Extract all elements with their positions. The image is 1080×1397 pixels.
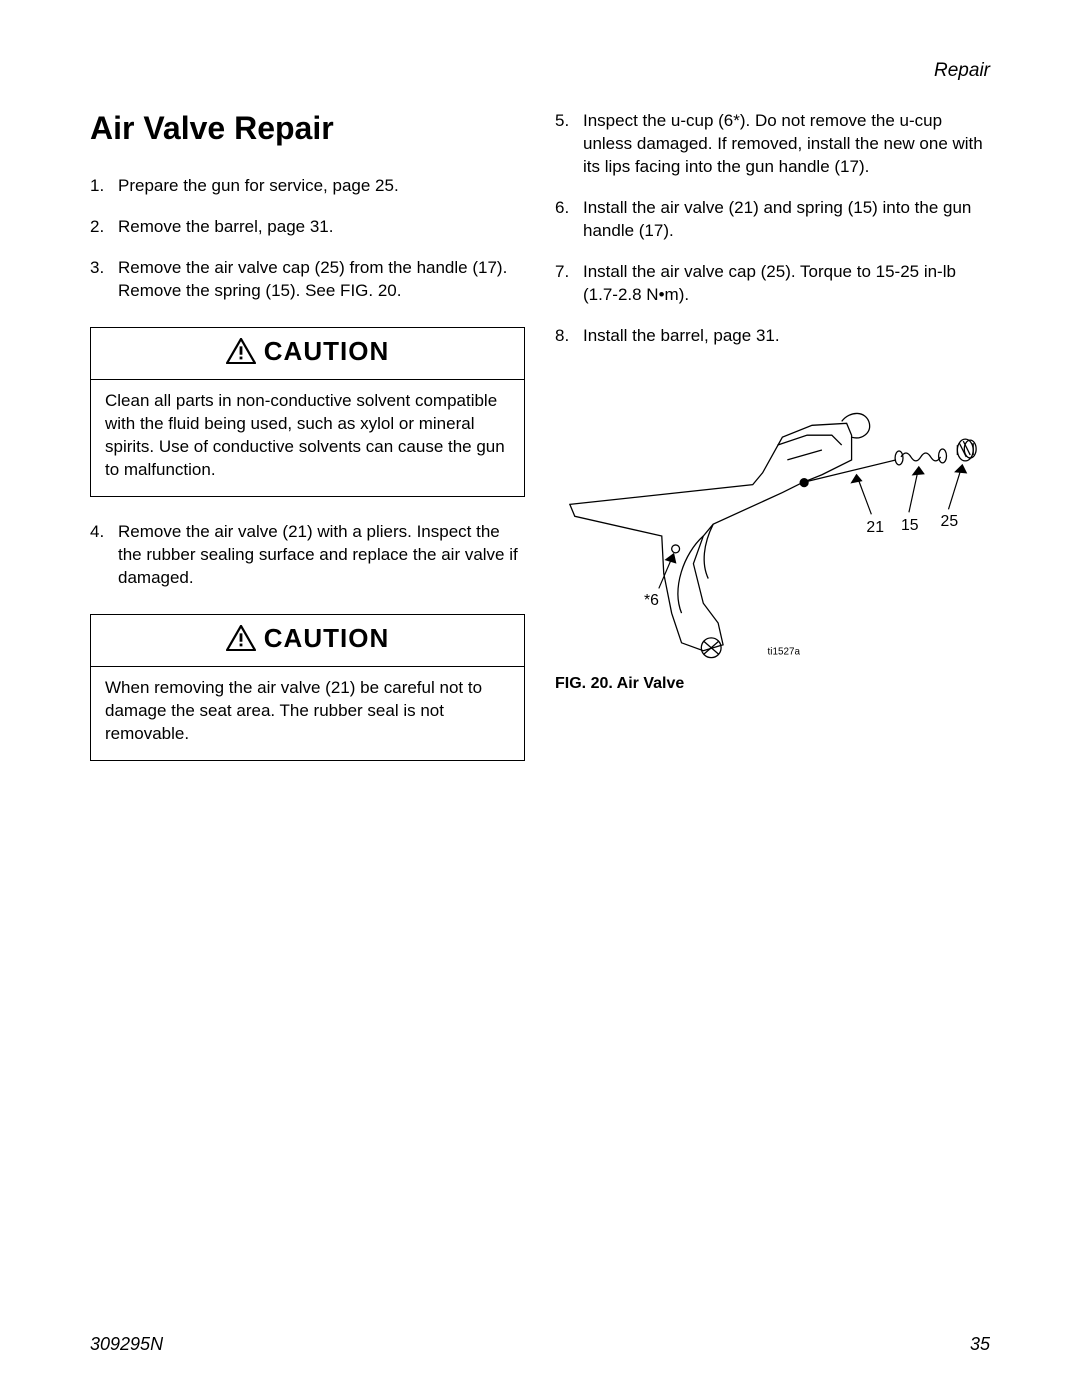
step-item: 2. Remove the barrel, page 31. [90,216,525,239]
step-item: 5. Inspect the u-cup (6*). Do not remove… [555,110,990,179]
caution-box-1: CAUTION Clean all parts in non-conductiv… [90,327,525,497]
page: Repair Air Valve Repair 1. Prepare the g… [0,0,1080,1397]
step-item: 6. Install the air valve (21) and spring… [555,197,990,243]
steps-list-b: 4. Remove the air valve (21) with a plie… [90,521,525,590]
page-title: Air Valve Repair [90,110,525,147]
caution-body: Clean all parts in non-conductive solven… [91,380,524,496]
callout-25: 25 [941,513,959,530]
steps-list-right: 5. Inspect the u-cup (6*). Do not remove… [555,110,990,348]
step-text: Install the barrel, page 31. [583,325,990,348]
step-number: 1. [90,175,118,198]
step-number: 4. [90,521,118,590]
caution-label: CAUTION [264,336,389,367]
step-number: 5. [555,110,583,179]
callout-21: 21 [866,519,884,536]
step-number: 8. [555,325,583,348]
step-item: 4. Remove the air valve (21) with a plie… [90,521,525,590]
step-number: 7. [555,261,583,307]
caution-box-2: CAUTION When removing the air valve (21)… [90,614,525,761]
caution-header: CAUTION [91,615,524,668]
steps-list-a: 1. Prepare the gun for service, page 25.… [90,175,525,303]
figure-20: 21 15 25 *6 ti1527a FIG. 20. Air Valve [555,366,990,694]
two-column-layout: Air Valve Repair 1. Prepare the gun for … [90,110,990,785]
section-header: Repair [934,60,990,82]
step-item: 8. Install the barrel, page 31. [555,325,990,348]
left-column: Air Valve Repair 1. Prepare the gun for … [90,110,525,785]
image-id: ti1527a [768,646,801,657]
step-text: Prepare the gun for service, page 25. [118,175,525,198]
caution-label: CAUTION [264,623,389,654]
step-text: Install the air valve (21) and spring (1… [583,197,990,243]
step-item: 7. Install the air valve cap (25). Torqu… [555,261,990,307]
doc-number: 309295N [90,1334,163,1355]
step-number: 6. [555,197,583,243]
callout-15: 15 [901,517,919,534]
figure-caption: FIG. 20. Air Valve [555,675,990,693]
air-valve-diagram: 21 15 25 *6 ti1527a [555,366,990,663]
step-number: 2. [90,216,118,239]
step-number: 3. [90,257,118,303]
page-number: 35 [970,1334,990,1355]
step-text: Remove the air valve cap (25) from the h… [118,257,525,303]
step-item: 1. Prepare the gun for service, page 25. [90,175,525,198]
step-text: Remove the barrel, page 31. [118,216,525,239]
step-item: 3. Remove the air valve cap (25) from th… [90,257,525,303]
step-text: Inspect the u-cup (6*). Do not remove th… [583,110,990,179]
page-footer: 309295N 35 [90,1334,990,1355]
caution-body: When removing the air valve (21) be care… [91,667,524,760]
right-column: 5. Inspect the u-cup (6*). Do not remove… [555,110,990,785]
step-text: Install the air valve cap (25). Torque t… [583,261,990,307]
caution-header: CAUTION [91,328,524,381]
warning-icon [226,625,256,651]
step-text: Remove the air valve (21) with a pliers.… [118,521,525,590]
warning-icon [226,338,256,364]
callout-6: *6 [644,592,659,609]
